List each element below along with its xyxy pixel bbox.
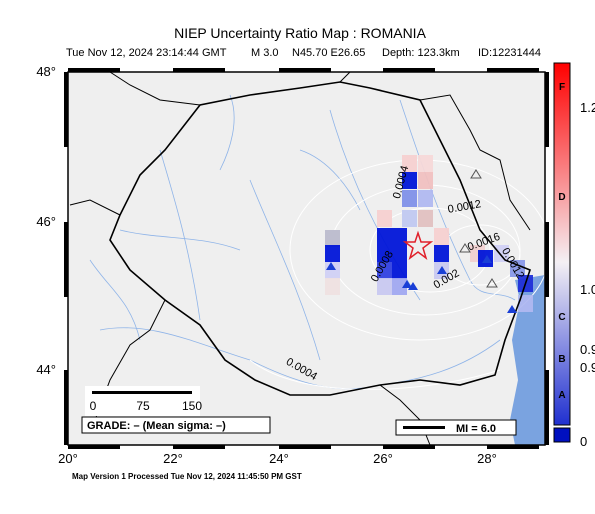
cell <box>402 172 417 189</box>
colorbar-label: 0.9 <box>580 342 595 357</box>
frame-tick <box>279 68 331 72</box>
uncertainty-cells <box>325 155 533 312</box>
cell <box>434 245 449 262</box>
lon-label: 28° <box>477 451 497 466</box>
contour-label: 0.0012 <box>447 198 482 216</box>
cell <box>325 245 340 262</box>
lon-label: 22° <box>163 451 183 466</box>
black-sea <box>510 275 545 445</box>
grade-letter: F <box>559 82 565 93</box>
cell <box>377 262 392 279</box>
colorbar-label: 1.0 <box>580 282 595 297</box>
epicenter <box>402 230 434 260</box>
frame-tick <box>545 72 549 147</box>
frame-tick <box>64 370 68 445</box>
frame-tick <box>64 222 68 297</box>
lon-label: 24° <box>269 451 289 466</box>
cell <box>518 295 533 312</box>
cell <box>402 210 417 227</box>
lon-label: 20° <box>58 451 78 466</box>
romania-border <box>109 81 531 396</box>
cell <box>377 245 392 262</box>
cell <box>377 228 392 245</box>
frame-tick <box>383 68 435 72</box>
frame-tick <box>173 68 225 72</box>
colorbar <box>553 62 571 426</box>
stations-inactive <box>459 169 498 288</box>
grade-letter: B <box>558 354 565 365</box>
cell <box>377 278 392 295</box>
footer: Map Version 1 Processed Tue Nov 12, 2024… <box>72 472 302 481</box>
mi-legend-line <box>403 426 445 429</box>
colorbar-zero <box>553 427 571 443</box>
grade-letter: C <box>558 312 565 323</box>
scale-label: 75 <box>136 399 150 413</box>
frame-tick <box>279 445 331 449</box>
frame-tick <box>64 72 68 147</box>
cell <box>418 172 433 189</box>
cell <box>392 228 407 245</box>
title: NIEP Uncertainty Ratio Map : ROMANIA <box>174 25 426 41</box>
cell <box>325 230 340 247</box>
grade-box <box>81 416 271 434</box>
lat-label: 46° <box>36 214 56 229</box>
colorbar-label: 0.9 <box>580 360 595 375</box>
cell <box>418 190 433 207</box>
cell <box>434 228 449 245</box>
cell <box>418 210 433 227</box>
cell <box>392 245 407 262</box>
event-id: ID:12231444 <box>478 47 541 59</box>
cell <box>377 210 392 227</box>
datetime: Tue Nov 12, 2024 23:14:44 GMT <box>66 47 227 59</box>
frame-tick <box>383 445 435 449</box>
lat-label: 44° <box>36 362 56 377</box>
colorbar-label: 0 <box>580 434 587 449</box>
cell <box>402 155 417 172</box>
mi-legend-box <box>395 419 517 436</box>
cell <box>392 262 407 279</box>
frame-tick <box>173 445 225 449</box>
lat-label: 48° <box>36 64 56 79</box>
frame-tick <box>68 445 120 449</box>
cell <box>325 278 340 295</box>
mi-legend: MI = 6.0 <box>456 423 496 435</box>
frame-ticks <box>64 68 549 449</box>
frame-tick <box>68 68 120 72</box>
cell <box>418 155 433 172</box>
cell <box>494 245 509 262</box>
stations <box>326 255 517 313</box>
colorbar-labels: F D C B A 1.2 1.0 0.9 0.9 0 <box>558 82 595 449</box>
scale-label: 150 <box>182 399 202 413</box>
grade-letter: D <box>558 192 565 203</box>
frame-tick <box>487 445 539 449</box>
magnitude: M 3.0 <box>251 47 279 59</box>
scale-label: 0 <box>90 399 97 413</box>
frame-tick <box>545 222 549 297</box>
frame-tick <box>487 68 539 72</box>
colorbar-label: 1.2 <box>580 100 595 115</box>
grade-letter: A <box>558 390 565 401</box>
grade: GRADE: – (Mean sigma: –) <box>87 420 226 432</box>
cell <box>402 190 417 207</box>
cell <box>392 278 407 295</box>
depth: Depth: 123.3km <box>382 47 460 59</box>
location: N45.70 E26.65 <box>292 47 365 59</box>
lon-label: 26° <box>373 451 393 466</box>
scale-bar <box>92 391 192 394</box>
frame-tick <box>545 370 549 445</box>
